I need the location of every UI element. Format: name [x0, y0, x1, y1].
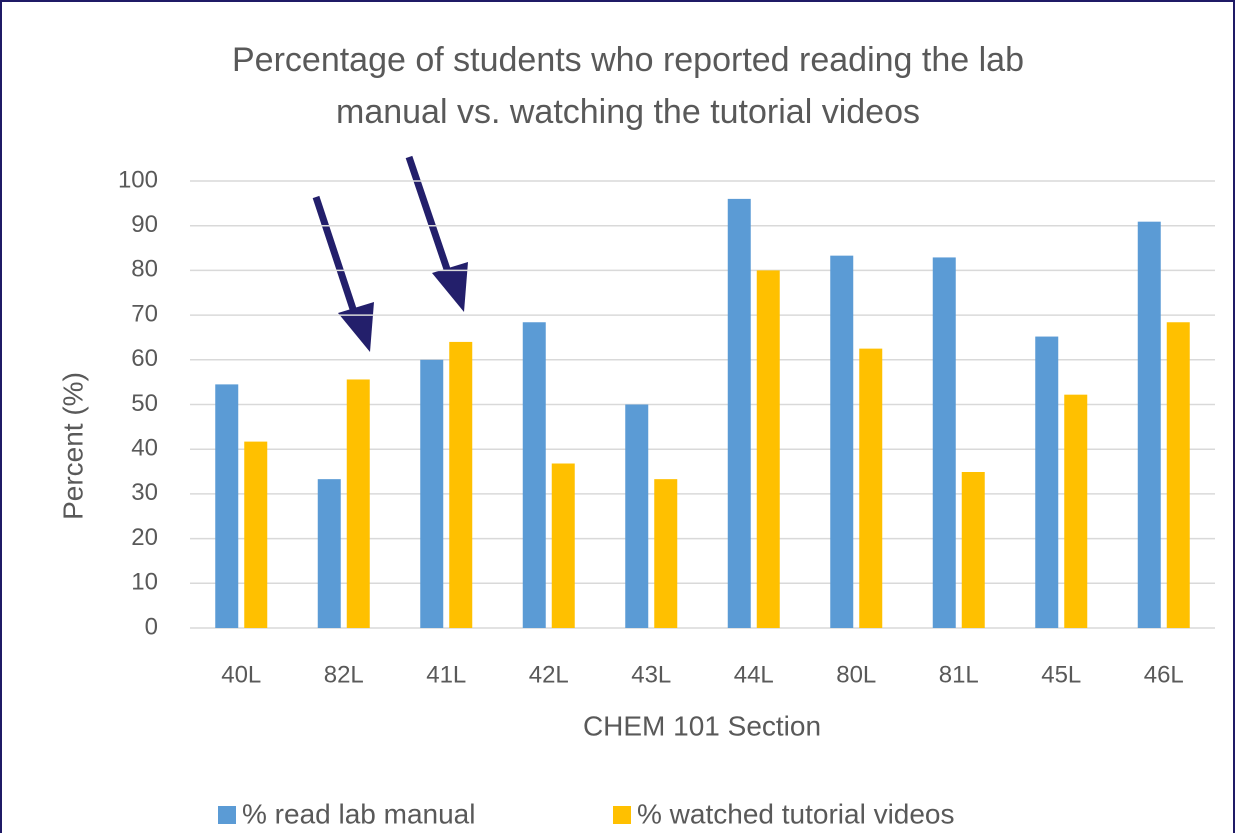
bar [859, 348, 883, 628]
bar [551, 463, 575, 628]
bar [654, 479, 678, 628]
y-tick-label: 40 [131, 435, 158, 462]
bar [346, 379, 370, 628]
y-tick-label: 0 [145, 613, 158, 640]
y-tick-label: 20 [131, 524, 158, 551]
bar [961, 471, 985, 628]
bar [449, 341, 473, 628]
bar [1064, 394, 1088, 628]
chart-title: Percentage of students who reported read… [232, 41, 1024, 131]
x-axis-title: CHEM 101 Section [583, 710, 821, 741]
y-tick-label: 30 [131, 479, 158, 506]
x-tick-label: 43L [631, 661, 671, 688]
bar [830, 255, 854, 629]
y-axis-title: Percent (%) [57, 372, 88, 520]
y-tick-label: 70 [131, 300, 158, 327]
bar [215, 384, 239, 628]
y-tick-label: 90 [131, 211, 158, 238]
arrow-shaft [405, 155, 454, 280]
bar [244, 441, 268, 628]
legend-swatch [613, 806, 631, 824]
bar [625, 404, 649, 628]
bar [1166, 322, 1190, 628]
x-tick-label: 46L [1144, 661, 1184, 688]
x-tick-label: 80L [836, 661, 876, 688]
legend-swatch [218, 806, 236, 824]
x-tick-label: 42L [529, 661, 569, 688]
arrow-shaft [312, 195, 360, 320]
x-tick-label: 45L [1041, 661, 1081, 688]
y-tick-label: 100 [118, 166, 158, 193]
x-tick-label: 44L [734, 661, 774, 688]
bar [727, 198, 751, 628]
x-tick-label: 82L [324, 661, 364, 688]
arrow-head [432, 262, 468, 312]
y-tick-label: 80 [131, 256, 158, 283]
legend-label: % watched tutorial videos [637, 798, 955, 829]
bar [1035, 336, 1059, 628]
y-tick-label: 60 [131, 345, 158, 372]
bar [932, 257, 956, 628]
bar [756, 270, 780, 628]
y-tick-label: 50 [131, 390, 158, 417]
x-tick-label: 81L [939, 661, 979, 688]
x-tick-label: 40L [221, 661, 261, 688]
legend-label: % read lab manual [242, 798, 475, 829]
x-tick-label: 41L [426, 661, 466, 688]
bar [1137, 221, 1161, 628]
bar [317, 479, 341, 628]
bar [420, 359, 444, 628]
bar [522, 322, 546, 628]
y-tick-label: 10 [131, 569, 158, 596]
